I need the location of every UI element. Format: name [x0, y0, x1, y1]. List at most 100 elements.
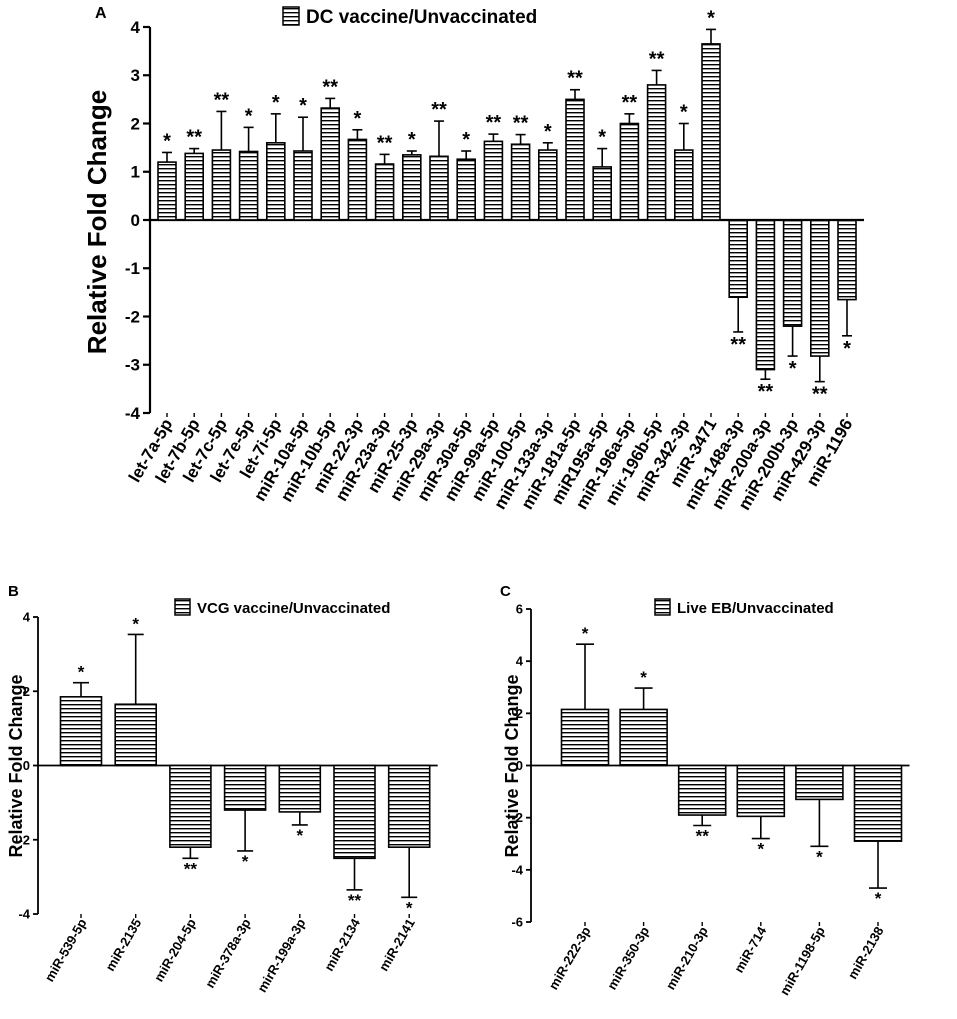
bar [677, 764, 727, 816]
significance-mark: * [707, 7, 715, 29]
significance-mark: * [272, 92, 280, 114]
bar [320, 107, 341, 221]
bar [809, 219, 830, 357]
significance-mark: ** [322, 76, 338, 98]
y-tick-label: -4 [511, 862, 523, 877]
bar [184, 152, 204, 221]
significance-mark: * [757, 840, 764, 859]
significance-mark: * [299, 95, 307, 117]
significance-mark: * [132, 614, 139, 633]
significance-mark: ** [377, 132, 393, 154]
y-axis-title: Relative Fold Change [6, 674, 26, 857]
bar [278, 764, 322, 813]
y-tick-label: 0 [131, 211, 140, 230]
significance-mark: ** [513, 113, 529, 135]
x-tick-label: miR-210-3p [663, 924, 711, 992]
bar [736, 764, 786, 818]
bar [560, 708, 610, 767]
bar [59, 696, 103, 767]
x-tick-label: miR-2135 [102, 916, 144, 974]
x-tick-label: miR-539-5p [42, 916, 90, 984]
significance-mark: * [78, 663, 85, 682]
y-tick-label: 4 [516, 654, 524, 669]
bar [565, 98, 585, 221]
y-tick-label: -1 [125, 259, 140, 278]
bar [782, 219, 803, 327]
significance-mark: ** [348, 891, 362, 910]
bar [114, 703, 157, 767]
y-tick-label: -4 [125, 404, 141, 423]
x-tick-label: miR-2134 [321, 915, 363, 973]
significance-mark: * [544, 121, 552, 143]
legend-swatch [654, 598, 671, 616]
legend-swatch [174, 598, 191, 616]
significance-mark: * [242, 852, 249, 871]
significance-mark: * [843, 338, 851, 360]
y-tick-label: 0 [23, 758, 30, 773]
legend-text: VCG vaccine/Unvaccinated [197, 600, 390, 617]
significance-mark: ** [431, 99, 447, 121]
bar [483, 140, 504, 221]
y-tick-label: -4 [18, 907, 30, 922]
significance-mark: ** [758, 381, 774, 403]
significance-mark: * [406, 898, 413, 917]
bar [619, 122, 640, 221]
y-tick-label: 3 [131, 66, 140, 85]
bar [347, 138, 368, 221]
y-tick-label: 2 [131, 114, 140, 133]
significance-mark: * [816, 848, 823, 867]
y-tick-label: -6 [511, 915, 523, 930]
significance-mark: * [408, 129, 416, 151]
bar [619, 708, 668, 767]
y-tick-label: -2 [125, 307, 140, 326]
panel-c-plot: -6-4-20246*miR-222-3p*miR-350-3p**miR-21… [511, 602, 910, 998]
bar [456, 158, 477, 221]
panel-b-plot: -4-2024*miR-539-5p*miR-2135**miR-204-5p*… [18, 610, 438, 995]
bar [795, 764, 844, 801]
legend-text: DC vaccine/Unvaccinated [306, 7, 537, 28]
significance-mark: ** [730, 334, 746, 356]
panel-a-letter: A [95, 5, 107, 22]
x-tick-label: miR-204-5p [151, 916, 199, 984]
bar [374, 163, 395, 221]
y-axis-title: Relative Fold Change [82, 90, 112, 354]
significance-mark: * [245, 105, 253, 127]
bar [429, 155, 449, 221]
panel-a: A DC vaccine/Unvaccinated Relative Fold … [82, 5, 864, 513]
bar [223, 764, 267, 811]
y-tick-label: 0 [516, 758, 523, 773]
bar [837, 219, 857, 301]
significance-mark: ** [184, 859, 198, 878]
bar [265, 142, 286, 221]
panel-a-plot: -4-3-2-101234*let-7a-5p**let-7b-5p**let-… [125, 7, 864, 513]
significance-mark: * [598, 127, 606, 149]
panel-b-legend: VCG vaccine/Unvaccinated [174, 598, 390, 617]
significance-mark: * [582, 624, 589, 643]
y-tick-label: -2 [18, 832, 30, 847]
x-tick-label: miR-222-3p [546, 924, 594, 992]
y-tick-label: 1 [131, 163, 140, 182]
y-tick-label: 6 [516, 602, 523, 617]
bar [701, 43, 721, 221]
significance-mark: ** [567, 68, 583, 90]
bar [853, 764, 903, 842]
significance-mark: * [296, 826, 303, 845]
y-tick-label: -2 [511, 810, 523, 825]
x-tick-label: miR-714 [731, 923, 770, 975]
bar [673, 149, 694, 221]
bar [211, 149, 232, 221]
x-tick-label: miR-378a-3p [202, 916, 254, 991]
significance-mark: * [462, 129, 470, 151]
x-tick-label: miR-350-3p [604, 924, 652, 992]
y-tick-label: 4 [23, 610, 31, 625]
significance-mark: * [680, 102, 688, 124]
y-tick-label: -3 [125, 356, 140, 375]
legend-swatch [282, 6, 300, 26]
significance-mark: ** [696, 827, 710, 846]
y-axis-title: Relative Fold Change [502, 674, 522, 857]
significance-mark: ** [812, 384, 828, 406]
significance-mark: * [354, 108, 362, 130]
bar [293, 150, 313, 221]
panel-b: B VCG vaccine/Unvaccinated Relative Fold… [6, 583, 438, 995]
